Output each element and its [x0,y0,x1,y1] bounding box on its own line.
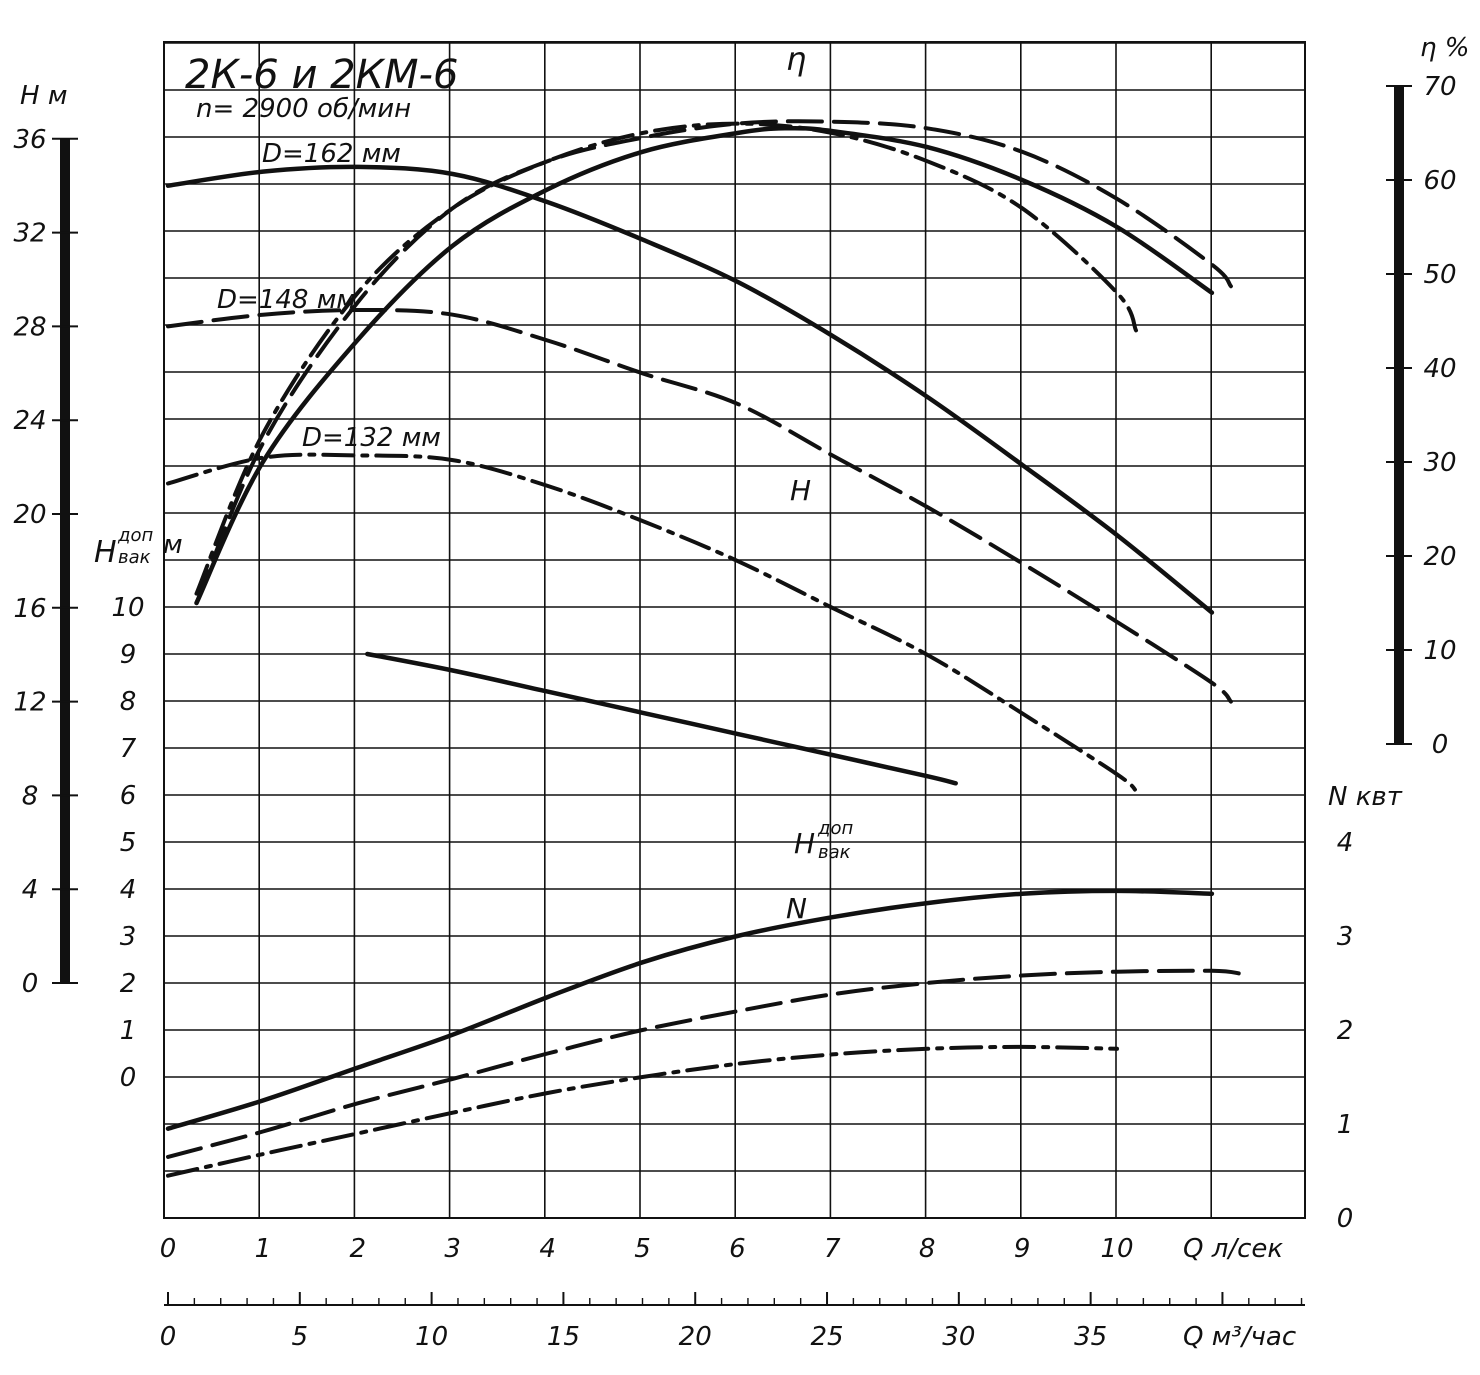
x-tick-label-m3h: 0 [160,1322,177,1352]
hvak-tick-label: 5 [120,828,137,858]
eta-curves-label: η [786,40,806,78]
curve-n-9 [166,1044,1119,1178]
x-tick-label-ls: 9 [1014,1234,1031,1264]
eta-tick-label: 10 [1423,636,1456,666]
h-tick-label: 32 [13,219,46,249]
h-tick-label: 28 [13,312,46,342]
x-tick-label-ls: 8 [919,1234,936,1264]
x-tick-label-ls: 4 [539,1234,556,1264]
series-label-d132: D=132 мм [302,423,441,453]
n-tick-label: 4 [1337,828,1354,858]
x-tick-label-ls: 0 [160,1234,177,1264]
hvak-tick-label: 7 [120,734,137,764]
n-tick-label: 2 [1337,1016,1354,1046]
hvak-axis-title-sup: доп [117,525,153,546]
hvak-tick-label: 10 [111,593,144,623]
hvak-curve-label-main: H [794,827,815,860]
eta-axis-title: η % [1420,33,1469,63]
plot-curves [165,119,1243,1178]
n-axis-title: N квт [1328,782,1403,812]
x-axis-title-ls: Q л/сек [1183,1234,1283,1264]
hvak-tick-label: 6 [120,781,137,811]
x-tick-label-m3h: 15 [547,1322,580,1352]
curve-h-1 [166,307,1233,704]
curve-η-4 [194,119,1233,605]
eta-tick-label: 40 [1423,354,1456,384]
hvak-curve-label: H доп вак [794,818,853,863]
hvak-tick-label: 4 [120,875,137,905]
x-tick-label-ls: 7 [824,1234,841,1264]
curve-η-5 [194,121,1138,596]
x-tick-label-ls: 6 [729,1234,746,1264]
eta-tick-label: 30 [1423,448,1456,478]
curve-h-0 [165,164,1215,615]
x-tick-label-m3h: 35 [1074,1322,1107,1352]
plot-axes: 0481216202428323601234567891001020304050… [13,72,1456,1352]
eta-tick-label: 50 [1423,260,1456,290]
hvak-tick-label: 9 [120,640,137,670]
x-tick-label-ls: 10 [1100,1234,1133,1264]
x-tick-label-m3h: 30 [942,1322,975,1352]
eta-scale-bar [1394,86,1404,744]
curve-h-2 [166,452,1138,793]
series-label-d148: D=148 мм [217,285,356,315]
x-tick-label-m3h: 25 [810,1322,843,1352]
series-label-d162: D=162 мм [262,139,401,169]
x-tick-label-ls: 1 [255,1234,272,1264]
chart-title: 2К-6 и 2КМ-6 [185,52,458,98]
curve-n-8 [166,968,1243,1159]
x-tick-label-m3h: 5 [292,1322,309,1352]
h-tick-label: 0 [22,969,39,999]
eta-tick-label: 60 [1423,166,1456,196]
plot-grid [163,41,1306,1219]
h-tick-label: 36 [13,125,46,155]
curve-hvak-6 [365,651,958,786]
hvak-tick-label: 3 [120,922,137,952]
h-tick-label: 20 [13,500,46,530]
hvak-axis-title-unit: м [163,530,183,560]
hvak-axis-title-sub: вак [118,547,151,568]
n-curves-label: N [786,892,807,925]
x-tick-label-ls: 5 [634,1234,651,1264]
eta-tick-label: 20 [1423,542,1456,572]
h-curves-label: H [790,474,811,507]
curve-η-3 [194,125,1215,606]
x-tick-label-ls: 2 [350,1234,367,1264]
n-tick-label: 3 [1337,922,1354,952]
n-tick-label: 0 [1337,1204,1354,1234]
curve-n-7 [165,888,1215,1131]
h-tick-label: 12 [13,688,46,718]
hvak-axis-title: H доп вак м [94,525,183,570]
chart-subtitle: n= 2900 об/мин [196,94,411,124]
eta-tick-label: 70 [1423,72,1456,102]
x-tick-label-m3h: 10 [415,1322,448,1352]
h-tick-label: 24 [13,406,46,436]
eta-tick-label: 0 [1432,730,1449,760]
hvak-tick-label: 0 [120,1063,137,1093]
h-tick-label: 4 [22,875,39,905]
h-tick-label: 8 [22,781,39,811]
hvak-tick-label: 1 [120,1016,137,1046]
x-tick-label-ls: 3 [444,1234,461,1264]
h-axis-title: H м [20,81,67,111]
h-scale-bar [60,138,70,984]
hvak-curve-label-sub: вак [818,842,851,863]
n-tick-label: 1 [1337,1110,1354,1140]
x-axis-title-m3h: Q м³/час [1183,1322,1296,1352]
plot-frame [163,41,1306,1219]
hvak-curve-label-sup: доп [817,818,853,839]
hvak-axis-title-main: H [94,535,117,570]
hvak-tick-label: 8 [120,687,137,717]
x-tick-label-m3h: 20 [679,1322,712,1352]
hvak-tick-label: 2 [120,969,137,999]
h-tick-label: 16 [13,594,46,624]
